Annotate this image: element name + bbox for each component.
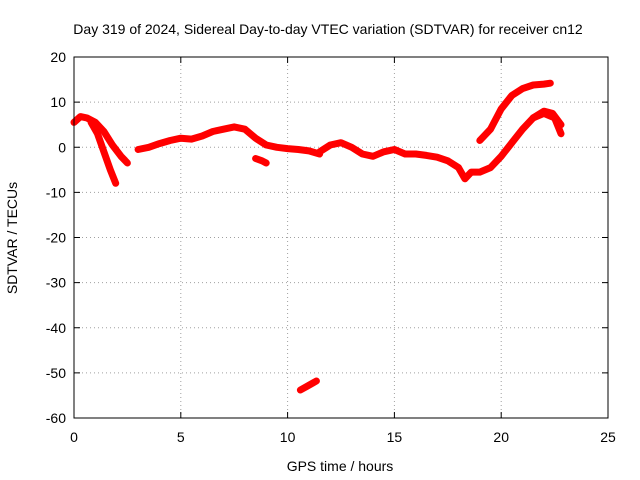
x-tick-label: 25 xyxy=(600,429,616,445)
x-tick-label: 5 xyxy=(177,429,185,445)
x-axis-label: GPS time / hours xyxy=(287,458,394,474)
x-tick-label: 20 xyxy=(493,429,509,445)
series-track-3 xyxy=(134,123,324,158)
chart-title: Day 319 of 2024, Sidereal Day-to-day VTE… xyxy=(73,21,583,37)
series-track-8 xyxy=(296,377,320,394)
y-tick-label: 20 xyxy=(50,49,66,65)
series-track-4 xyxy=(252,155,270,167)
y-tick-label: -30 xyxy=(46,275,66,291)
series-track-6 xyxy=(476,79,554,144)
series-track-7 xyxy=(529,109,565,138)
y-tick-label: -10 xyxy=(46,184,66,200)
y-tick-label: -50 xyxy=(46,365,66,381)
series-track-5 xyxy=(316,107,565,183)
y-axis-label: SDTVAR / TECUs xyxy=(4,182,20,294)
x-tick-label: 10 xyxy=(280,429,296,445)
y-tick-label: -40 xyxy=(46,320,66,336)
grid-lines xyxy=(74,57,608,418)
y-tick-label: 0 xyxy=(58,139,66,155)
x-tick-label: 15 xyxy=(387,429,403,445)
series-track-1 xyxy=(70,113,131,167)
series-group xyxy=(70,79,565,394)
axis-ticks: 0 5 10 15 20 25 -60 -50 -40 -30 -20 -10 0 10 20 xyxy=(46,49,616,445)
y-tick-label: -60 xyxy=(46,410,66,426)
y-tick-label: -20 xyxy=(46,230,66,246)
series-track-2 xyxy=(87,118,120,187)
x-tick-label: 0 xyxy=(70,429,78,445)
y-tick-label: 10 xyxy=(50,94,66,110)
